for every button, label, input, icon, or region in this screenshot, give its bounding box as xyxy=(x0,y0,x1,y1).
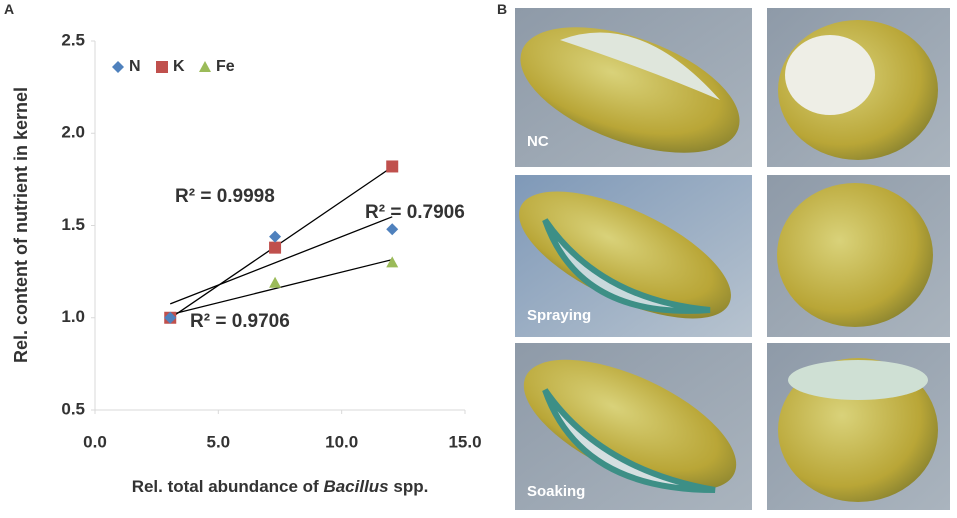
annotation: R² = 0.9998 xyxy=(175,186,275,207)
point xyxy=(164,311,177,324)
seed xyxy=(519,191,731,319)
point xyxy=(386,160,399,173)
photo-caption: Spraying xyxy=(527,307,591,324)
legend-label: Fe xyxy=(216,58,235,75)
seed xyxy=(777,183,933,327)
panel-label: A xyxy=(4,1,14,17)
legend-marker xyxy=(156,61,168,73)
legend-label: N xyxy=(129,58,141,75)
photo-caption: NC xyxy=(527,133,549,150)
x-label-part: spp. xyxy=(389,477,429,496)
point xyxy=(269,241,282,254)
y-tick-label: 1.0 xyxy=(61,307,85,326)
photo-caption: Soaking xyxy=(527,483,585,500)
point xyxy=(386,223,399,236)
x-tick-label: 10.0 xyxy=(325,432,358,451)
trend-line xyxy=(169,166,393,319)
y-tick-label: 0.5 xyxy=(61,399,85,418)
trend-line xyxy=(170,258,393,316)
seed-detail xyxy=(785,35,875,115)
point xyxy=(386,256,399,268)
seed-detail xyxy=(542,218,711,314)
trend-line xyxy=(169,216,393,305)
x-tick-label: 5.0 xyxy=(207,432,231,451)
legend-marker xyxy=(112,61,124,73)
seed xyxy=(523,359,737,491)
legend-label: K xyxy=(173,58,185,75)
seed-detail xyxy=(542,388,716,493)
x-tick-label: 15.0 xyxy=(448,432,481,451)
x-tick-label: 0.0 xyxy=(83,432,107,451)
y-tick-label: 2.5 xyxy=(61,30,85,49)
panel-label: B xyxy=(497,1,507,17)
y-tick-label: 1.5 xyxy=(61,215,85,234)
seed xyxy=(520,27,740,153)
x-label-part: Rel. total abundance of xyxy=(132,477,324,496)
photos: NC Spraying Soaking xyxy=(515,8,950,510)
annotation: R² = 0.7906 xyxy=(365,202,465,223)
point xyxy=(269,276,282,288)
point xyxy=(269,230,282,243)
y-tick-label: 2.0 xyxy=(61,123,85,142)
seed-detail xyxy=(788,360,928,400)
seed-detail xyxy=(560,32,720,100)
x-label-part: Bacillus xyxy=(323,477,388,496)
y-axis-label: Rel. content of nutrient in kernel xyxy=(11,87,31,363)
legend-marker xyxy=(199,61,211,72)
x-axis-label: Rel. total abundance of Bacillus spp. xyxy=(132,477,429,496)
annotation: R² = 0.9706 xyxy=(190,311,290,332)
